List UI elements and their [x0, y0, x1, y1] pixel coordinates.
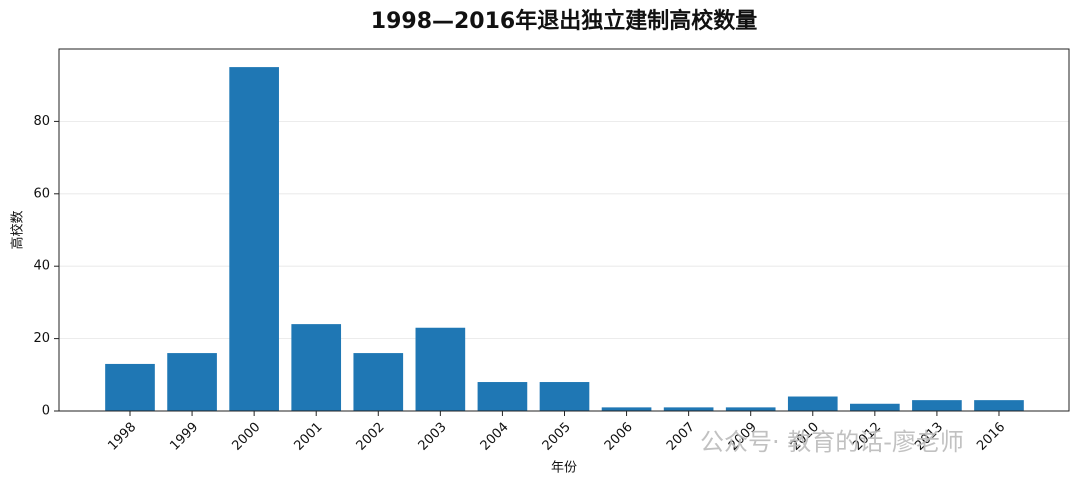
bar — [229, 67, 279, 411]
y-tick-label: 60 — [33, 186, 50, 201]
bar — [974, 400, 1024, 411]
x-tick-label: 2004 — [478, 420, 512, 454]
bar — [601, 407, 652, 411]
x-tick-label: 1998 — [105, 420, 139, 454]
bar — [663, 407, 714, 411]
bar — [850, 403, 900, 411]
x-tick-label: 1999 — [167, 420, 201, 454]
y-axis-label: 高校数 — [10, 210, 26, 249]
x-tick-label: 2005 — [540, 420, 574, 454]
bar — [415, 327, 466, 411]
y-tick-label: 20 — [33, 331, 50, 346]
bar — [291, 324, 342, 411]
x-tick-label: 2000 — [229, 420, 263, 454]
bar — [539, 382, 590, 411]
y-tick-label: 0 — [42, 404, 50, 419]
bar — [477, 382, 528, 411]
plot-frame — [58, 48, 1070, 412]
y-tick-label: 80 — [33, 114, 50, 129]
bar — [912, 400, 962, 411]
x-tick-label: 2001 — [292, 420, 326, 454]
x-tick-label: 2003 — [416, 420, 450, 454]
x-axis-label: 年份 — [551, 461, 577, 476]
x-tick-label: 2006 — [602, 420, 636, 454]
bar — [105, 363, 155, 411]
bar — [787, 396, 838, 411]
watermark: 公众号· 教育的话-廖老师 — [700, 428, 964, 456]
x-tick-label: 2002 — [354, 420, 388, 454]
x-tick-label: 2007 — [664, 420, 698, 454]
bar — [725, 407, 776, 411]
chart-title: 1998—2016年退出独立建制高校数量 — [371, 8, 757, 34]
y-tick-label: 40 — [33, 259, 50, 274]
bar — [353, 353, 404, 411]
bar — [167, 353, 217, 411]
x-tick-label: 2016 — [974, 420, 1008, 454]
